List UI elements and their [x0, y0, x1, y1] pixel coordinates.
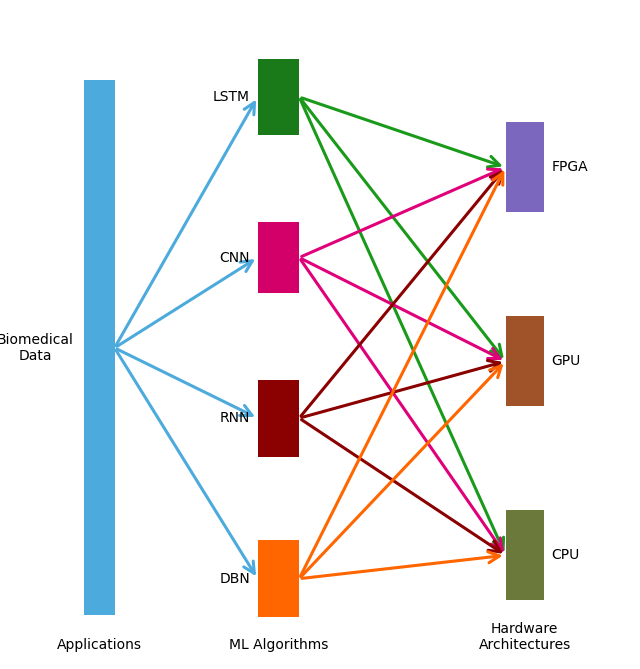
Text: LSTM: LSTM: [213, 90, 250, 104]
Text: CNN: CNN: [220, 251, 250, 264]
FancyBboxPatch shape: [257, 541, 300, 617]
Text: Hardware
Architectures: Hardware Architectures: [479, 622, 571, 652]
FancyBboxPatch shape: [506, 316, 544, 406]
Text: FPGA: FPGA: [552, 161, 588, 174]
Text: CPU: CPU: [552, 549, 580, 562]
FancyBboxPatch shape: [84, 80, 115, 615]
Text: ML Algorithms: ML Algorithms: [228, 638, 328, 652]
Text: Applications: Applications: [57, 638, 141, 652]
FancyBboxPatch shape: [506, 510, 544, 601]
Text: GPU: GPU: [552, 355, 581, 368]
FancyBboxPatch shape: [257, 59, 300, 135]
Text: Biomedical
Data: Biomedical Data: [0, 332, 74, 363]
Text: RNN: RNN: [220, 411, 250, 425]
FancyBboxPatch shape: [257, 380, 300, 456]
Text: DBN: DBN: [219, 572, 250, 585]
FancyBboxPatch shape: [506, 122, 544, 213]
FancyBboxPatch shape: [257, 222, 300, 293]
